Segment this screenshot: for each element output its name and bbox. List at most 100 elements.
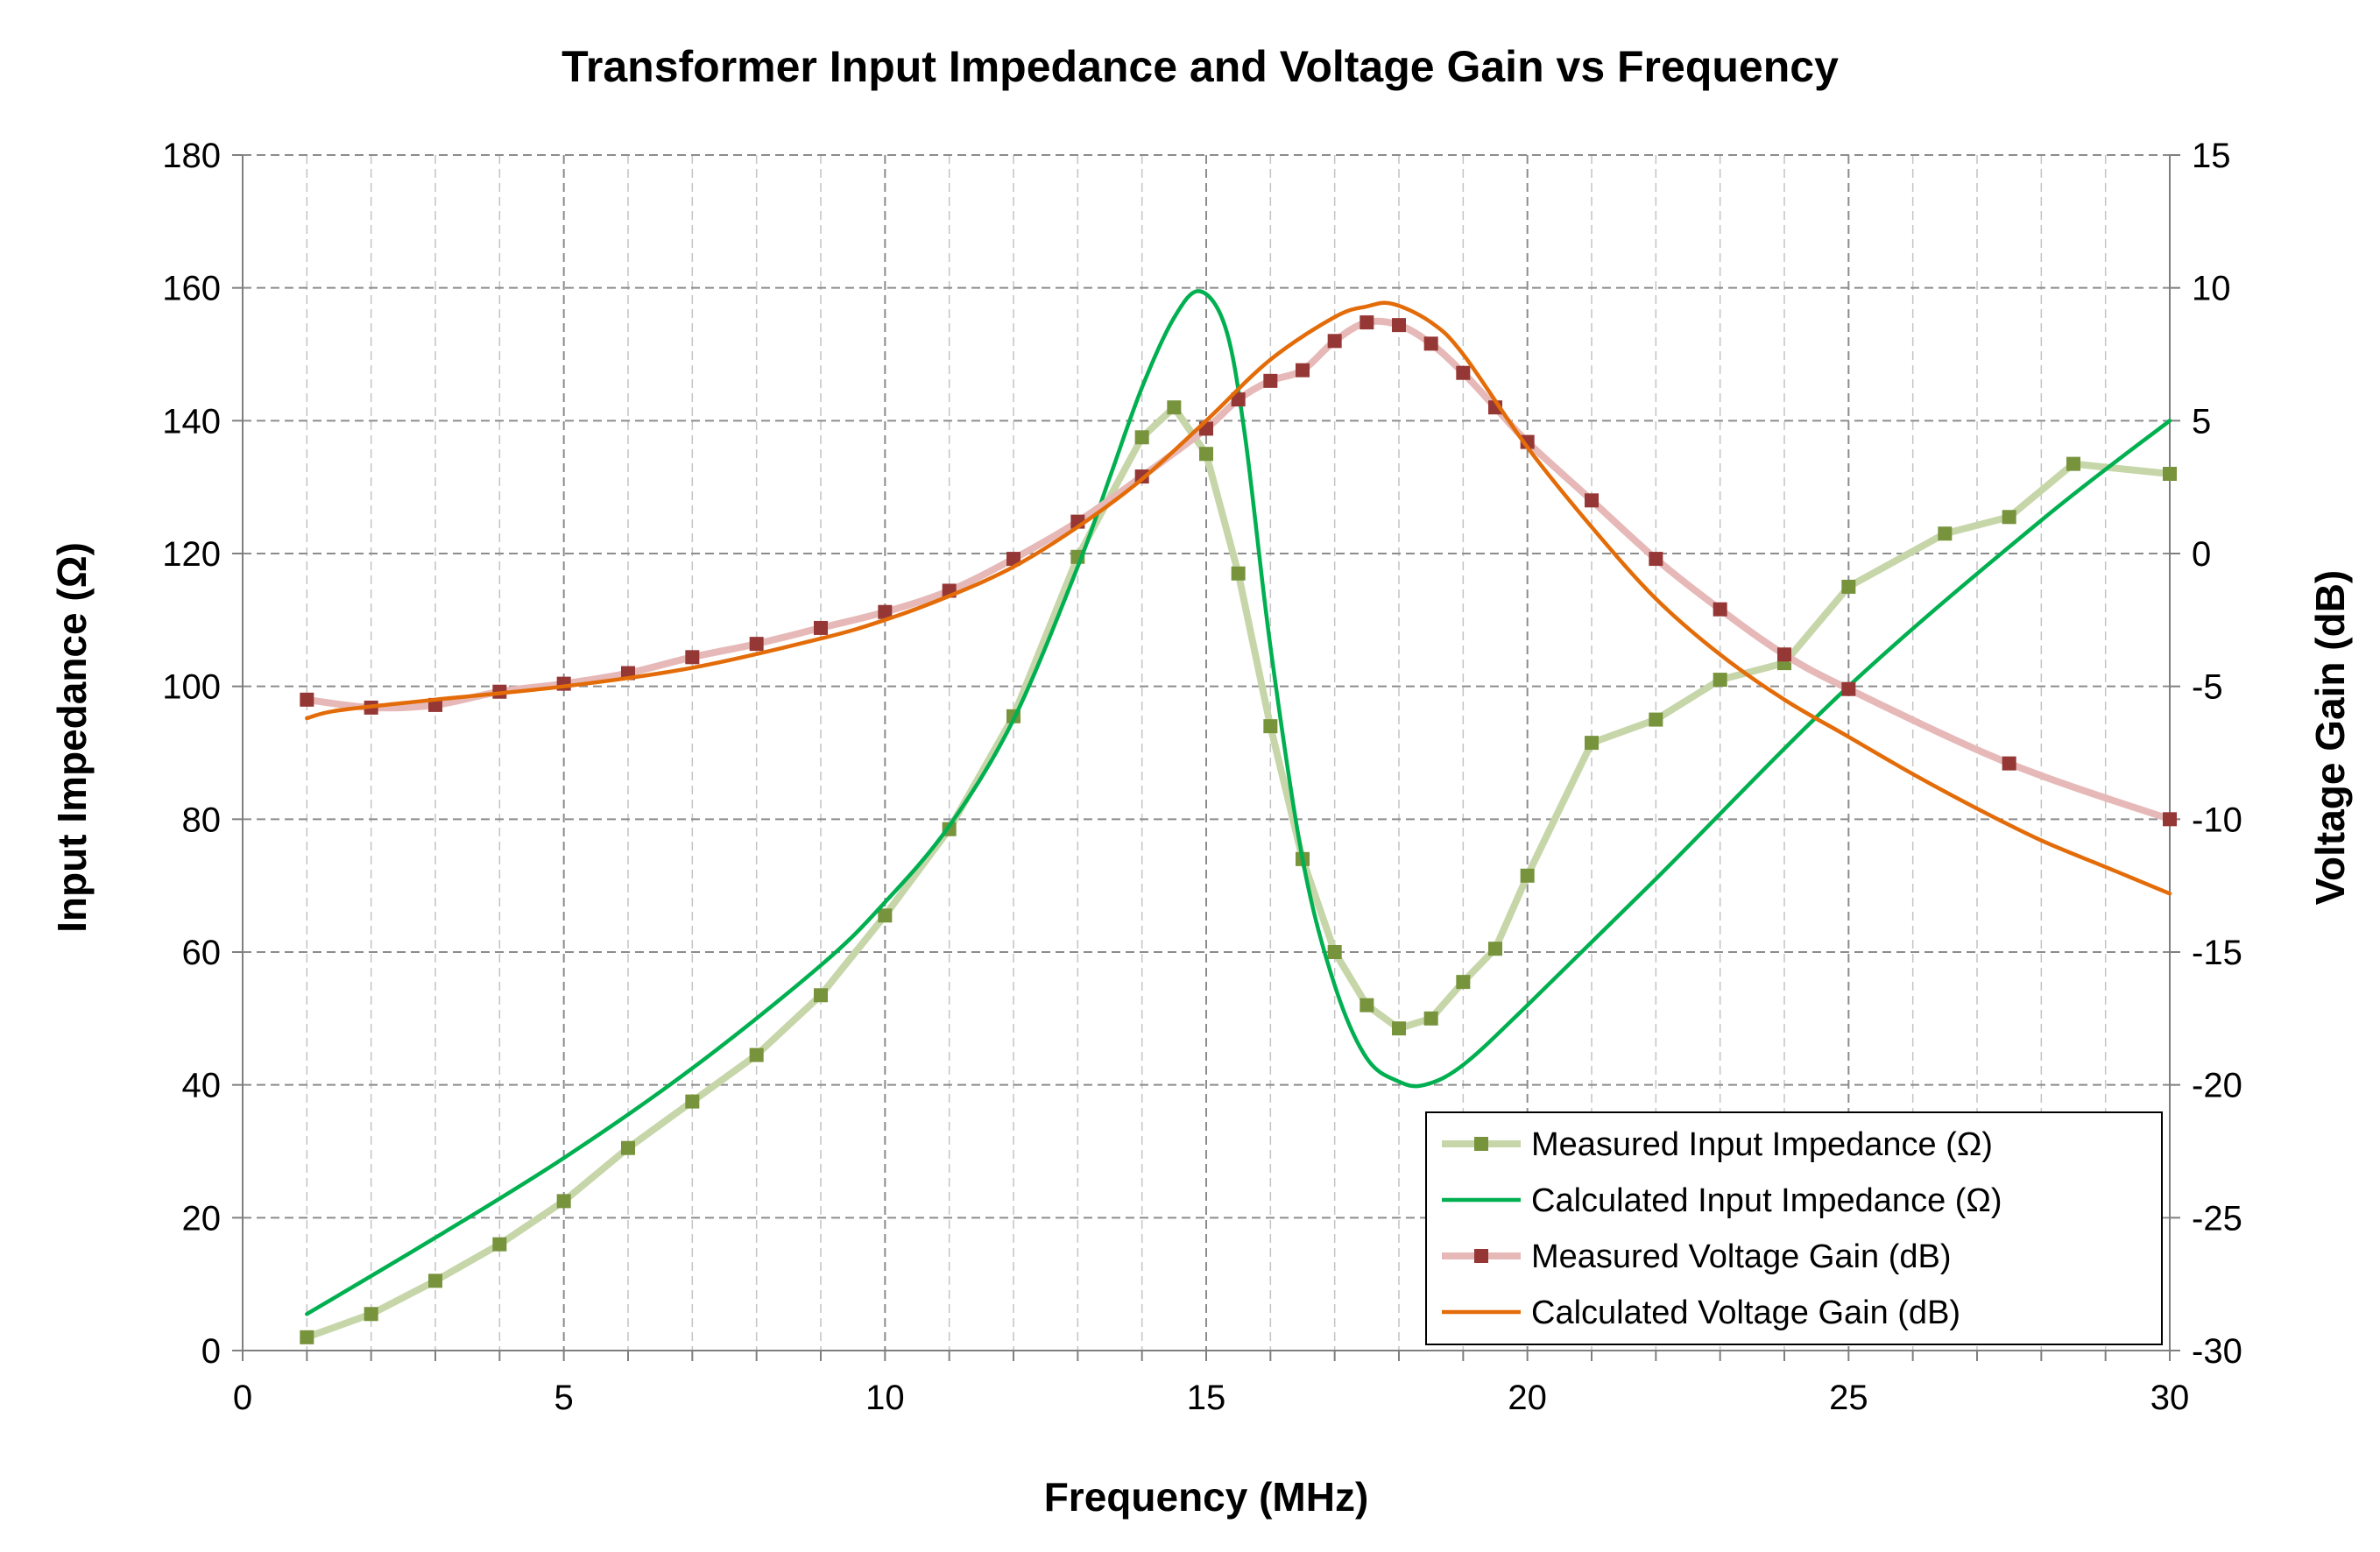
measured-voltage-gain-marker (1327, 334, 1342, 349)
measured-input-impedance-marker (1231, 566, 1246, 581)
measured-voltage-gain-marker (1296, 363, 1310, 377)
legend-box (1425, 1111, 2163, 1345)
measured-input-impedance-marker (1938, 526, 1953, 541)
measured-input-impedance-marker (814, 988, 828, 1003)
measured-input-impedance-marker (685, 1094, 700, 1109)
measured-input-impedance-marker (1263, 719, 1278, 734)
axes (232, 154, 2180, 1361)
left-y-tick-label: 140 (162, 402, 221, 441)
measured-voltage-gain-marker (1649, 552, 1663, 567)
left-y-tick-label: 100 (162, 668, 221, 707)
x-tick-label: 30 (2150, 1379, 2190, 1417)
right-y-tick-labels: -30 -25 -20 -15 -10 -5 0 5 10 15 (2192, 137, 2242, 1371)
right-y-tick-label: 0 (2192, 535, 2211, 574)
x-tick-label: 20 (1508, 1379, 1547, 1417)
measured-input-impedance-marker (1199, 447, 1213, 462)
measured-input-impedance-marker (1359, 998, 1374, 1012)
right-y-tick-label: 15 (2192, 137, 2231, 175)
right-y-tick-label: 10 (2192, 270, 2231, 308)
left-y-axis-title: Input Impedance (Ω) (49, 542, 95, 933)
measured-input-impedance-marker (1649, 712, 1663, 727)
left-y-tick-label: 0 (201, 1332, 221, 1371)
calculated-voltage-gain-line (305, 300, 2172, 896)
right-y-tick-label: -20 (2192, 1067, 2242, 1105)
measured-input-impedance-marker (364, 1307, 378, 1322)
calculated-voltage-gain-series (305, 300, 2172, 896)
left-y-tick-label: 120 (162, 535, 221, 574)
measured-input-impedance-marker (2066, 456, 2080, 471)
measured-voltage-gain-marker (814, 620, 828, 635)
measured-voltage-gain-marker (1713, 602, 1727, 617)
measured-input-impedance-marker (2163, 467, 2177, 481)
right-y-tick-label: -25 (2192, 1199, 2242, 1238)
calculated-input-impedance-legend-label: Calculated Input Impedance (Ω) (1531, 1182, 2002, 1219)
measured-input-impedance-marker (1520, 868, 1535, 883)
measured-input-impedance-marker (1585, 736, 1599, 751)
measured-voltage-gain-marker (1777, 647, 1791, 662)
measured-input-impedance-legend-label: Measured Input Impedance (Ω) (1531, 1126, 1993, 1163)
measured-voltage-gain-marker (2163, 812, 2177, 827)
measured-voltage-gain-legend-label: Measured Voltage Gain (dB) (1531, 1238, 1952, 1275)
measured-voltage-gain-marker (1359, 315, 1374, 330)
measured-voltage-gain-marker (1263, 373, 1278, 388)
measured-input-impedance-marker (878, 908, 893, 923)
measured-voltage-gain-marker (1841, 681, 1856, 696)
right-y-tick-label: -15 (2192, 934, 2242, 972)
right-y-axis-title: Voltage Gain (dB) (2307, 570, 2353, 906)
x-tick-labels: 0 5 10 15 20 25 30 (233, 1379, 2189, 1417)
measured-voltage-gain-marker (1231, 392, 1246, 407)
plot-series (300, 289, 2177, 1344)
measured-voltage-gain-marker (300, 692, 314, 707)
left-y-tick-labels: 0 20 40 60 80 100 120 140 160 180 (162, 137, 221, 1371)
measured-input-impedance-marker (1488, 942, 1502, 956)
measured-voltage-gain-marker (685, 650, 700, 665)
x-tick-label: 15 (1187, 1379, 1226, 1417)
measured-input-impedance-marker (492, 1237, 507, 1252)
measured-voltage-gain-marker (1585, 493, 1599, 508)
measured-voltage-gain-marker (1392, 318, 1406, 333)
left-y-tick-label: 160 (162, 270, 221, 308)
measured-voltage-gain-legend-marker (1474, 1249, 1488, 1263)
x-tick-label: 25 (1829, 1379, 1868, 1417)
measured-input-impedance-marker (1327, 945, 1342, 959)
measured-voltage-gain-marker (749, 637, 764, 652)
measured-voltage-gain-marker (878, 604, 893, 619)
measured-voltage-gain-marker (1456, 365, 1471, 380)
measured-input-impedance-marker (1392, 1021, 1406, 1036)
measured-input-impedance-marker (300, 1330, 314, 1344)
left-y-tick-label: 60 (182, 934, 222, 972)
measured-input-impedance-marker (1841, 579, 1856, 594)
calculated-input-impedance-line (305, 289, 2172, 1316)
measured-voltage-gain-series (300, 315, 2177, 827)
right-y-tick-label: -5 (2192, 668, 2223, 707)
measured-input-impedance-marker (428, 1273, 442, 1288)
measured-input-impedance-marker (1167, 400, 1182, 415)
x-axis-title: Frequency (MHz) (1044, 1474, 1369, 1520)
x-tick-label: 0 (233, 1379, 252, 1417)
measured-voltage-gain-marker (2002, 756, 2016, 771)
left-y-tick-label: 180 (162, 137, 221, 175)
calculated-voltage-gain-legend-label: Calculated Voltage Gain (dB) (1531, 1295, 1960, 1331)
measured-input-impedance-marker (556, 1194, 571, 1209)
left-y-tick-label: 80 (182, 801, 222, 839)
measured-input-impedance-marker (749, 1048, 764, 1062)
chart-title: Transformer Input Impedance and Voltage … (561, 42, 1839, 91)
measured-input-impedance-marker (1134, 430, 1149, 445)
measured-input-impedance-marker (621, 1140, 635, 1155)
right-y-tick-label: 5 (2192, 402, 2211, 441)
x-tick-label: 10 (865, 1379, 905, 1417)
measured-input-impedance-series (300, 400, 2177, 1344)
measured-input-impedance-marker (1456, 975, 1471, 990)
left-y-tick-label: 20 (182, 1199, 222, 1238)
left-y-tick-label: 40 (182, 1067, 222, 1105)
measured-input-impedance-legend-marker (1474, 1137, 1488, 1151)
right-y-tick-label: -10 (2192, 801, 2242, 839)
calculated-input-impedance-series (305, 289, 2172, 1316)
measured-voltage-gain-marker (1423, 336, 1438, 351)
measured-voltage-gain-marker (1006, 552, 1021, 567)
x-tick-label: 5 (554, 1379, 574, 1417)
measured-input-impedance-marker (2002, 510, 2016, 525)
measured-input-impedance-marker (1423, 1011, 1438, 1026)
measured-input-impedance-marker (1713, 673, 1727, 688)
